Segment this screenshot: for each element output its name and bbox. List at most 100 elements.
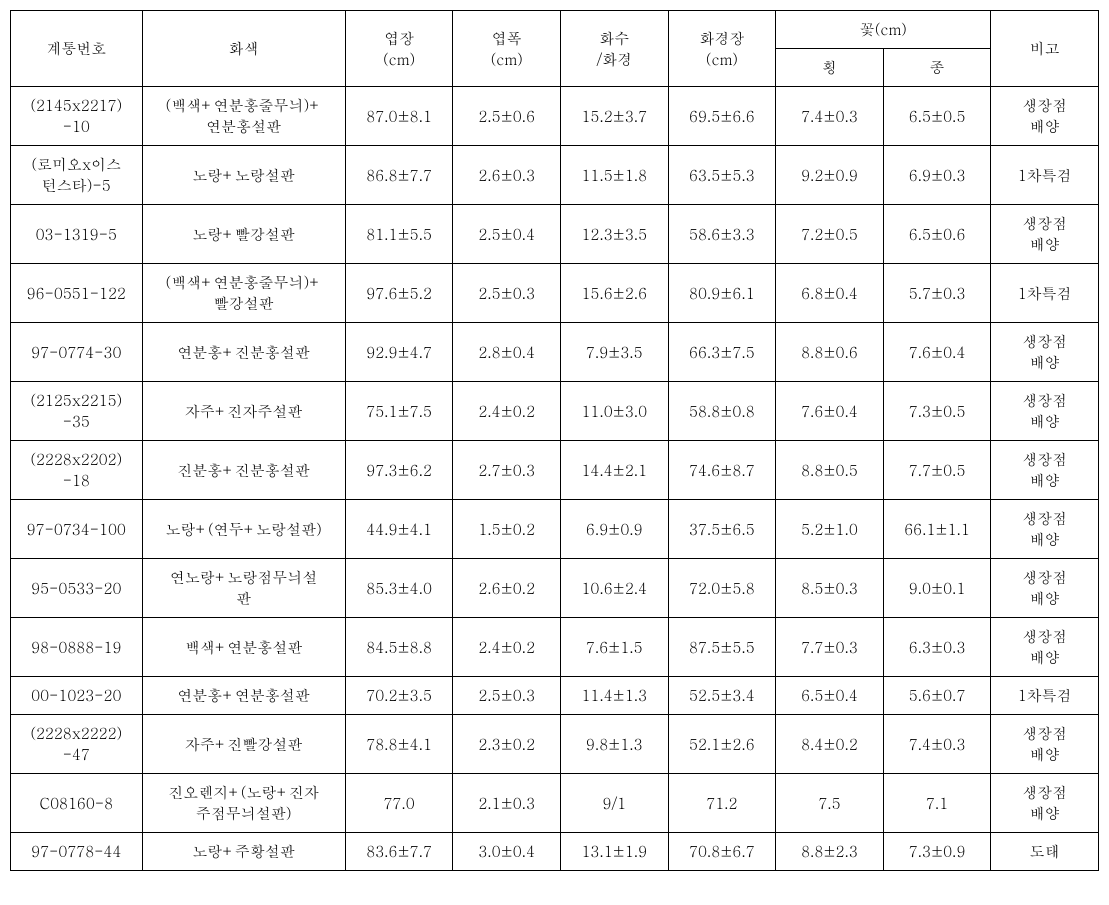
cell-color-line2: 빨강설판 [214,293,274,314]
cell-stalk: 70.8±6.7 [668,833,776,871]
cell-flower-v: 6.5±0.6 [883,205,991,264]
cell-stalk: 52.5±3.4 [668,677,776,715]
cell-flower-cnt: 12.3±3.5 [560,205,668,264]
cell-leaf-len: 83.6±7.7 [345,833,453,871]
cell-id: 98-0888-19 [11,618,143,677]
cell-note-line2: 배양 [1030,234,1060,255]
cell-color: 연분홍+진분홍설판 [142,323,345,382]
cell-flower-h: 6.8±0.4 [776,264,884,323]
table-row: 95-0533-20연노랑+노랑점무늬설판85.3±4.02.6±0.210.6… [11,559,1099,618]
cell-leaf-wid: 2.5±0.3 [453,677,561,715]
cell-note: 생장점배양 [991,715,1099,774]
cell-flower-v: 7.7±0.5 [883,441,991,500]
cell-flower-cnt: 6.9±0.9 [560,500,668,559]
cell-color: 진분홍+진분홍설판 [142,441,345,500]
cell-id: 97-0778-44 [11,833,143,871]
cell-color-line1: 연노랑+노랑점무늬설 [170,567,318,588]
cell-color-line1: (백색+연분홍줄무늬)+ [165,272,321,293]
table-row: C08160-8진오렌지+(노랑+진자주점무늬설판)77.02.1±0.39/1… [11,774,1099,833]
header-color: 화색 [142,11,345,87]
table-row: (로미오x이스턴스타)-5노랑+노랑설판86.8±7.72.6±0.311.5±… [11,146,1099,205]
cell-id-line1: (2228x2202) [30,449,122,470]
cell-leaf-len: 97.6±5.2 [345,264,453,323]
cell-leaf-len: 87.0±8.1 [345,87,453,146]
cell-flower-v: 7.1 [883,774,991,833]
cell-leaf-len: 77.0 [345,774,453,833]
cell-flower-cnt: 11.4±1.3 [560,677,668,715]
cell-flower-cnt: 14.4±2.1 [560,441,668,500]
cell-note: 생장점배양 [991,87,1099,146]
cell-note-line1: 생장점 [1022,626,1067,647]
header-flower-cnt: 화수 /화경 [560,11,668,87]
cell-id: C08160-8 [11,774,143,833]
cell-flower-v: 6.3±0.3 [883,618,991,677]
cell-color-line1: (백색+연분홍줄무늬)+ [165,95,321,116]
header-leaf-len: 엽장 (cm) [345,11,453,87]
header-stalk: 화경장 (cm) [668,11,776,87]
cell-id: 96-0551-122 [11,264,143,323]
cell-flower-v: 6.9±0.3 [883,146,991,205]
cell-id: (2125x2215)-35 [11,382,143,441]
cell-note: 생장점배양 [991,559,1099,618]
header-flower-v: 종 [883,49,991,87]
cell-flower-cnt: 15.6±2.6 [560,264,668,323]
cell-leaf-wid: 2.5±0.3 [453,264,561,323]
cell-note-line2: 배양 [1030,352,1060,373]
cell-color: 백색+연분홍설판 [142,618,345,677]
cell-color: (백색+연분홍줄무늬)+연분홍설판 [142,87,345,146]
cell-note-line2: 배양 [1030,588,1060,609]
table-row: 98-0888-19백색+연분홍설판84.5±8.82.4±0.27.6±1.5… [11,618,1099,677]
cell-id-line1: (로미오x이스 [31,154,121,175]
cell-flower-cnt: 7.6±1.5 [560,618,668,677]
cell-flower-h: 8.8±0.6 [776,323,884,382]
cell-leaf-len: 86.8±7.7 [345,146,453,205]
table-row: 96-0551-122 (백색+연분홍줄무늬)+빨강설판 97.6±5.22.5±0… [11,264,1099,323]
cell-flower-cnt: 10.6±2.4 [560,559,668,618]
cell-note: 1차특검 [991,146,1099,205]
table-body: (2145x2217)-10(백색+연분홍줄무늬)+연분홍설판87.0±8.1 2… [11,87,1099,871]
cell-id: 00-1023-20 [11,677,143,715]
cell-note-line1: 생장점 [1022,723,1067,744]
cell-leaf-wid: 3.0±0.4 [453,833,561,871]
cell-stalk: 58.6±3.3 [668,205,776,264]
header-leaf-len-unit: (cm) [383,49,415,70]
cell-id: 97-0774-30 [11,323,143,382]
cell-id-line1: (2125x2215) [30,390,122,411]
cell-flower-h: 9.2±0.9 [776,146,884,205]
cell-id: 95-0533-20 [11,559,143,618]
cell-stalk: 66.3±7.5 [668,323,776,382]
cell-leaf-len: 70.2±3.5 [345,677,453,715]
cell-note: 생장점배양 [991,441,1099,500]
cell-color-line1: 진오렌지+(노랑+진자 [168,782,319,803]
cell-flower-v: 5.6±0.7 [883,677,991,715]
cell-leaf-wid: 2.7±0.3 [453,441,561,500]
cell-flower-v: 66.1±1.1 [883,500,991,559]
table-row: 97-0734-100노랑+(연두+노랑설판)44.9±4.11.5±0.26.… [11,500,1099,559]
cell-flower-cnt: 13.1±1.9 [560,833,668,871]
cell-stalk: 71.2 [668,774,776,833]
cell-color: 자주+진빨강설판 [142,715,345,774]
cell-leaf-len: 44.9±4.1 [345,500,453,559]
cell-leaf-wid: 2.8±0.4 [453,323,561,382]
cell-note: 생장점배양 [991,618,1099,677]
cell-flower-h: 8.8±0.5 [776,441,884,500]
cell-flower-h: 7.6±0.4 [776,382,884,441]
cell-flower-h: 7.7±0.3 [776,618,884,677]
cell-leaf-len: 97.3±6.2 [345,441,453,500]
cell-note-line2: 배양 [1030,411,1060,432]
cell-note: 생장점배양 [991,500,1099,559]
header-flower-cnt-unit: /화경 [596,49,632,70]
cell-note: 생장점배양 [991,323,1099,382]
cell-id: (2145x2217)-10 [11,87,143,146]
table-row: (2228x2222)-47자주+진빨강설판78.8±4.12.3±0.29.8… [11,715,1099,774]
cell-flower-v: 7.4±0.3 [883,715,991,774]
cell-id-line2: -18 [63,470,90,491]
cell-id: 97-0734-100 [11,500,143,559]
cell-id-line2: -35 [63,411,90,432]
table-row: 97-0778-44노랑+주황설판83.6±7.73.0±0.413.1±1.9… [11,833,1099,871]
cell-note-line1: 생장점 [1022,508,1067,529]
cell-flower-cnt: 11.5±1.8 [560,146,668,205]
cell-note-line2: 배양 [1030,529,1060,550]
cell-leaf-len: 81.1±5.5 [345,205,453,264]
cell-note-line2: 배양 [1030,647,1060,668]
